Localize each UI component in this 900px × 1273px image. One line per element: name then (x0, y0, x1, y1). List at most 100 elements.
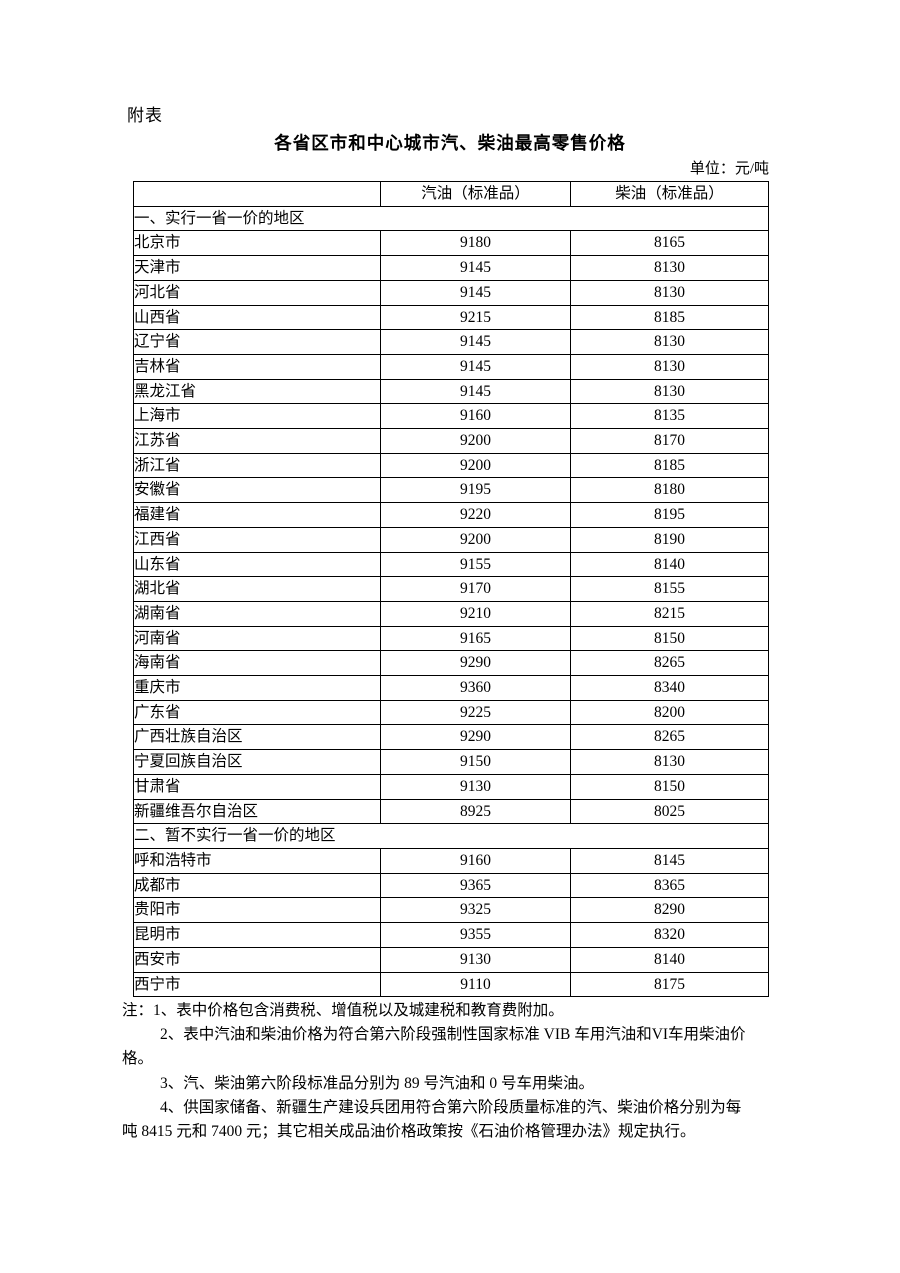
gasoline-price: 9200 (380, 428, 571, 454)
appendix-label: 附表 (127, 106, 163, 125)
diesel-price: 8200 (570, 699, 769, 726)
table-row: 广东省 9225 8200 (133, 699, 769, 726)
table-row: 北京市 9180 8165 (133, 230, 769, 257)
region-name: 广西壮族自治区 (133, 724, 381, 751)
diesel-price: 8155 (570, 576, 769, 602)
gasoline-price: 9165 (380, 625, 571, 652)
section-header-row-2: 二、暂不实行一省一价的地区 (133, 823, 769, 849)
diesel-price: 8140 (570, 946, 769, 973)
diesel-price: 8025 (570, 798, 769, 825)
table-row: 成都市 9365 8365 (133, 872, 769, 899)
diesel-price: 8185 (570, 304, 769, 331)
note-line: 3、汽、柴油第六阶段标准品分别为 89 号汽油和 0 号车用柴油。 (160, 1074, 595, 1092)
diesel-price: 8130 (570, 378, 769, 405)
diesel-price: 8130 (570, 255, 769, 281)
table-row: 贵阳市 9325 8290 (133, 897, 769, 924)
gasoline-price: 9200 (380, 452, 571, 479)
gasoline-price: 9170 (380, 576, 571, 602)
gasoline-price: 9130 (380, 946, 571, 973)
table-row: 江西省 9200 8190 (133, 526, 769, 553)
diesel-price: 8130 (570, 329, 769, 355)
region-name: 西宁市 (133, 971, 381, 998)
region-name: 湖北省 (133, 576, 381, 602)
gasoline-price: 9365 (380, 872, 571, 899)
diesel-price: 8265 (570, 650, 769, 677)
column-header-diesel: 柴油（标准品） (570, 181, 769, 207)
page-title: 各省区市和中心城市汽、柴油最高零售价格 (274, 133, 626, 153)
gasoline-price: 9355 (380, 922, 571, 948)
section-header-label: 一、实行一省一价的地区 (133, 205, 769, 232)
gasoline-price: 9215 (380, 304, 571, 331)
region-name: 昆明市 (133, 922, 381, 948)
note-line: 2、表中汽油和柴油价格为符合第六阶段强制性国家标准 VIB 车用汽油和VI车用柴… (160, 1026, 746, 1044)
table-row: 湖南省 9210 8215 (133, 600, 769, 627)
region-name: 海南省 (133, 650, 381, 677)
region-name: 成都市 (133, 872, 381, 899)
diesel-price: 8165 (570, 230, 769, 257)
table-row: 山东省 9155 8140 (133, 551, 769, 578)
region-name: 西安市 (133, 946, 381, 973)
table-row: 浙江省 9200 8185 (133, 452, 769, 479)
gasoline-price: 9200 (380, 526, 571, 553)
gasoline-price: 9145 (380, 255, 571, 281)
diesel-price: 8265 (570, 724, 769, 751)
table-row: 湖北省 9170 8155 (133, 576, 769, 602)
region-name: 辽宁省 (133, 329, 381, 355)
diesel-price: 8185 (570, 452, 769, 479)
region-name: 浙江省 (133, 452, 381, 479)
diesel-price: 8175 (570, 971, 769, 998)
table-header-row: 汽油（标准品） 柴油（标准品） (133, 181, 769, 207)
region-name: 北京市 (133, 230, 381, 257)
gasoline-price: 9145 (380, 279, 571, 306)
gasoline-price: 9160 (380, 403, 571, 430)
table-row: 辽宁省 9145 8130 (133, 329, 769, 355)
diesel-price: 8130 (570, 749, 769, 775)
table-row: 河南省 9165 8150 (133, 625, 769, 652)
region-name: 江西省 (133, 526, 381, 553)
diesel-price: 8130 (570, 353, 769, 380)
region-name: 重庆市 (133, 675, 381, 701)
region-name: 广东省 (133, 699, 381, 726)
gasoline-price: 9195 (380, 477, 571, 504)
price-table: 汽油（标准品） 柴油（标准品） 一、实行一省一价的地区 北京市 9180 8165 天津… (133, 181, 769, 998)
region-name: 天津市 (133, 255, 381, 281)
gasoline-price: 9290 (380, 724, 571, 751)
gasoline-price: 9220 (380, 502, 571, 528)
region-name: 福建省 (133, 502, 381, 528)
gasoline-price: 9130 (380, 773, 571, 800)
table-row: 甘肃省 9130 8150 (133, 773, 769, 800)
table-row: 西安市 9130 8140 (133, 946, 769, 973)
note-line: 注：1、表中价格包含消费税、增值税以及城建税和教育费附加。 (122, 1002, 564, 1019)
region-name: 贵阳市 (133, 897, 381, 924)
table-row: 广西壮族自治区 9290 8265 (133, 724, 769, 751)
table-row: 天津市 9145 8130 (133, 255, 769, 281)
table-row: 吉林省 9145 8130 (133, 353, 769, 380)
region-name: 呼和浩特市 (133, 847, 381, 874)
table-row: 呼和浩特市 9160 8145 (133, 847, 769, 874)
table-row: 宁夏回族自治区 9150 8130 (133, 749, 769, 775)
gasoline-price: 8925 (380, 798, 571, 825)
table-row: 海南省 9290 8265 (133, 650, 769, 677)
diesel-price: 8190 (570, 526, 769, 553)
gasoline-price: 9225 (380, 699, 571, 726)
region-name: 河南省 (133, 625, 381, 652)
gasoline-price: 9290 (380, 650, 571, 677)
region-name: 黑龙江省 (133, 378, 381, 405)
table-row: 福建省 9220 8195 (133, 502, 769, 528)
table-row: 安徽省 9195 8180 (133, 477, 769, 504)
region-name: 新疆维吾尔自治区 (133, 798, 381, 825)
note-line: 格。 (122, 1050, 154, 1068)
diesel-price: 8150 (570, 773, 769, 800)
gasoline-price: 9110 (380, 971, 571, 998)
diesel-price: 8135 (570, 403, 769, 430)
table-row: 山西省 9215 8185 (133, 304, 769, 331)
table-row: 黑龙江省 9145 8130 (133, 378, 769, 405)
table-row: 上海市 9160 8135 (133, 403, 769, 430)
diesel-price: 8140 (570, 551, 769, 578)
region-name: 吉林省 (133, 353, 381, 380)
region-name: 山西省 (133, 304, 381, 331)
gasoline-price: 9145 (380, 329, 571, 355)
unit-label: 单位：元/吨 (689, 161, 769, 177)
price-table-body: 汽油（标准品） 柴油（标准品） 一、实行一省一价的地区 北京市 9180 8165 天津… (133, 181, 769, 998)
